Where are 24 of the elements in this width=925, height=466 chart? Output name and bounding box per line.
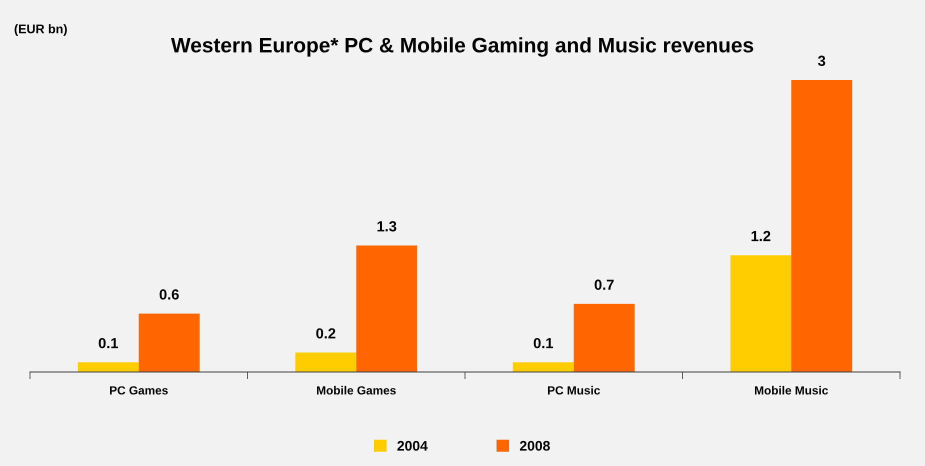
data-label: 0.1	[98, 338, 118, 348]
bar	[791, 80, 852, 372]
bar	[574, 304, 635, 372]
bar	[356, 245, 418, 372]
bar	[512, 362, 574, 372]
bar	[78, 362, 139, 372]
data-label: 0.6	[160, 289, 179, 300]
bar	[295, 352, 356, 372]
text: (EUR bn)	[14, 24, 67, 36]
legend-label: 2004	[397, 440, 428, 451]
bar	[730, 255, 792, 372]
data-label: 0.7	[594, 280, 614, 290]
chart-title: Western Europe* PC & Mobile Gaming and Music revenues	[170, 37, 754, 57]
data-label: 1.3	[377, 221, 396, 232]
x-tick-label: PC Music	[548, 386, 600, 395]
data-label: 3	[818, 56, 826, 66]
data-label: 0.1	[534, 338, 554, 348]
data-label: 1.2	[752, 230, 770, 242]
legend-label: 2008	[520, 440, 550, 451]
data-label: 0.2	[316, 328, 336, 339]
x-tick-label: Mobile Music	[754, 386, 828, 395]
x-tick-label: PC Games	[110, 386, 168, 395]
bar	[138, 314, 200, 372]
x-tick-label: Mobile Games	[317, 386, 396, 395]
